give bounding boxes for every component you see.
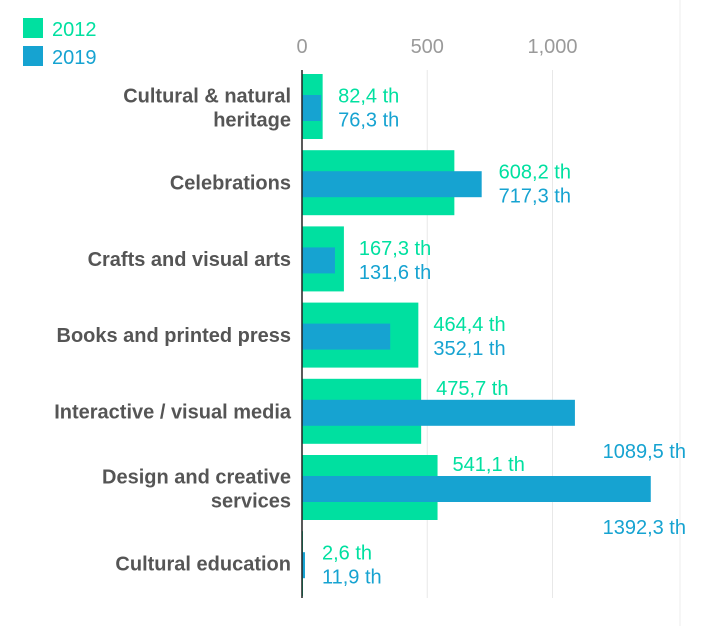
bar-2019 — [302, 95, 322, 121]
bar-2019 — [302, 171, 482, 198]
category-label: Interactive / visual media — [54, 401, 292, 423]
category-label: Cultural & natural heritage — [123, 86, 291, 132]
bars-layer — [302, 74, 651, 597]
data-label-2012: 167,3 th — [359, 238, 431, 260]
bar-2019 — [302, 399, 575, 426]
axis-layer: 0 500 1,000 — [296, 36, 578, 598]
bar-2019 — [302, 247, 335, 274]
data-label-2012: 82,4 th — [338, 86, 399, 108]
data-label-2019: 717,3 th — [499, 186, 571, 208]
data-label-2019: 76,3 th — [338, 110, 399, 132]
category-label: Cultural education — [115, 554, 291, 576]
legend-label: 2019 — [52, 47, 97, 69]
category-label: Celebrations — [170, 173, 291, 195]
x-tick-label: 1,000 — [527, 36, 577, 58]
bar-2019 — [302, 323, 391, 350]
bar-2019 — [302, 552, 305, 579]
data-label-2012: 608,2 th — [499, 162, 571, 184]
legend: 2012 2019 — [23, 18, 97, 69]
x-tick-label: 0 — [296, 36, 307, 58]
data-label-2019: 1392,3 th — [603, 517, 686, 539]
legend-label: 2012 — [52, 19, 97, 41]
category-label: Books and printed press — [57, 325, 292, 347]
legend-swatch — [23, 18, 43, 38]
data-label-2019: 1089,5 th — [603, 441, 686, 463]
data-label-2012: 541,1 th — [453, 454, 525, 476]
data-label-2012: 475,7 th — [436, 378, 508, 400]
data-label-2019: 11,9 th — [322, 567, 382, 589]
data-label-2012: 2,6 th — [322, 543, 372, 565]
category-label: Crafts and visual arts — [88, 249, 291, 271]
data-label-2019: 352,1 th — [433, 338, 505, 360]
category-label: Design and creative services — [102, 467, 291, 513]
data-label-2019: 131,6 th — [359, 262, 431, 284]
x-tick-label: 500 — [411, 36, 444, 58]
legend-swatch — [23, 46, 43, 66]
bar-2019 — [302, 476, 651, 502]
data-label-2012: 464,4 th — [433, 314, 505, 336]
